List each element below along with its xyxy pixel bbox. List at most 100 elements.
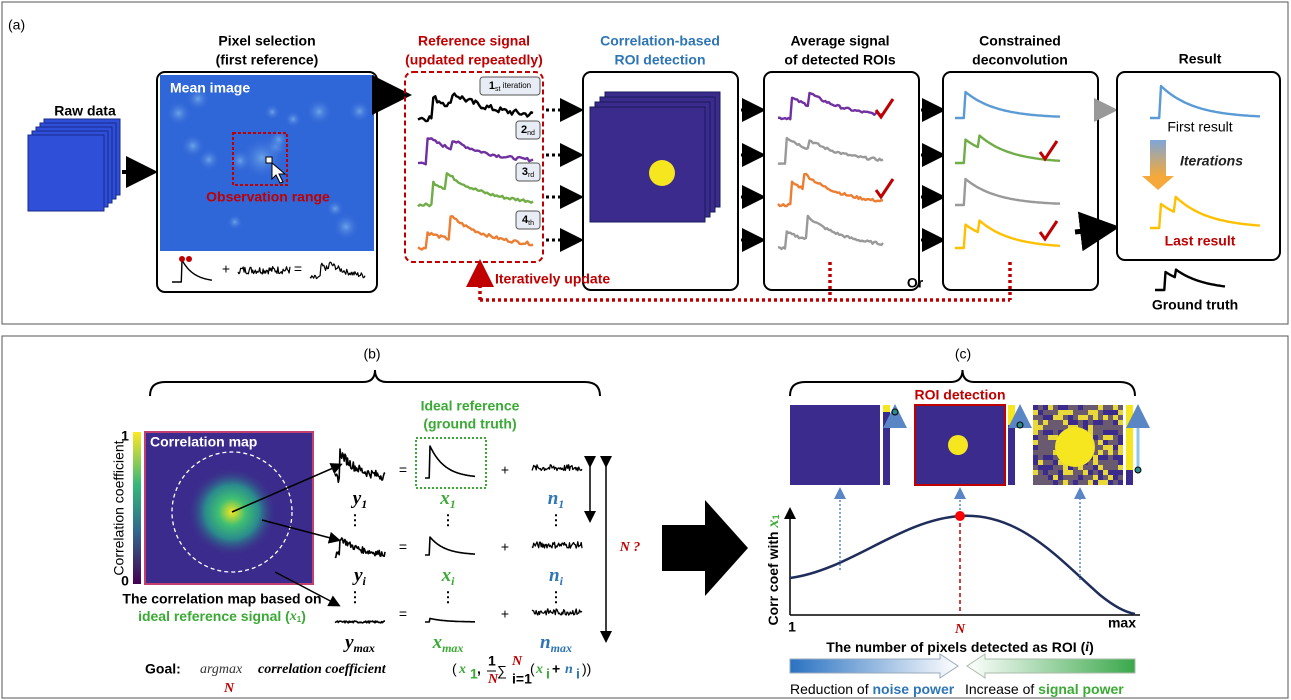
noise-pixel bbox=[1063, 405, 1068, 410]
noise-pixel bbox=[1108, 470, 1113, 475]
label: Mean image bbox=[170, 80, 250, 96]
label: ROI detection bbox=[914, 387, 1005, 403]
noise-pixel bbox=[1108, 435, 1113, 440]
noise-pixel bbox=[1033, 430, 1038, 435]
noise-pixel bbox=[1048, 475, 1053, 480]
colorbar bbox=[133, 432, 141, 584]
label: yi bbox=[352, 565, 366, 587]
label: ⋮ bbox=[549, 589, 563, 605]
noise-pixel bbox=[1108, 480, 1113, 485]
label-part: x bbox=[289, 609, 297, 624]
label-part: y bbox=[343, 632, 354, 653]
noise-pixel bbox=[1113, 420, 1118, 425]
label-part: iteration bbox=[500, 81, 531, 90]
signal-trace bbox=[335, 538, 385, 557]
noise-pixel bbox=[1083, 415, 1088, 420]
noise-pixel bbox=[1033, 460, 1038, 465]
noise-pixel bbox=[1063, 465, 1068, 470]
label: Corr coef with x1 bbox=[765, 514, 782, 625]
label: deconvolution bbox=[972, 52, 1068, 68]
size-marker bbox=[892, 409, 898, 415]
goal-formula: ∑ bbox=[497, 663, 507, 679]
label: Constrained bbox=[979, 33, 1061, 49]
noise-pixel bbox=[1063, 480, 1068, 485]
goal-formula: x bbox=[535, 662, 543, 677]
label: Iterations bbox=[1180, 153, 1243, 169]
noise-pixel bbox=[1033, 420, 1038, 425]
label-part: x bbox=[432, 632, 443, 653]
size-marker bbox=[1135, 467, 1141, 473]
label-part: signal power bbox=[1038, 681, 1124, 697]
label-part: Reduction of bbox=[790, 681, 873, 697]
signal-trace bbox=[425, 618, 475, 622]
ideal-box bbox=[416, 438, 486, 488]
noise-pixel bbox=[1033, 425, 1038, 430]
label: ROI detection bbox=[614, 52, 705, 68]
noise-pixel bbox=[1113, 475, 1118, 480]
noise-pixel bbox=[1063, 470, 1068, 475]
label-part: 1 bbox=[450, 497, 456, 511]
label: N ? bbox=[619, 540, 641, 555]
noise-pixel bbox=[1113, 415, 1118, 420]
label: ni bbox=[549, 565, 564, 587]
noise-pixel bbox=[1118, 440, 1123, 445]
texture bbox=[332, 213, 359, 240]
noise-pixel bbox=[1103, 470, 1108, 475]
noise-pixel bbox=[1053, 460, 1058, 465]
noise-pixel bbox=[1103, 455, 1108, 460]
noise-pixel bbox=[1098, 480, 1103, 485]
noise-pixel bbox=[1098, 470, 1103, 475]
noise-pixel bbox=[1053, 480, 1058, 485]
noise-pixel bbox=[1048, 465, 1053, 470]
noise-pixel bbox=[1118, 420, 1123, 425]
size-bar-fill bbox=[883, 405, 890, 412]
size-marker bbox=[1017, 422, 1023, 428]
signal-trace bbox=[418, 138, 533, 164]
signal-trace bbox=[335, 449, 385, 482]
noise-pixel bbox=[1068, 420, 1073, 425]
noise-pixel bbox=[1108, 475, 1113, 480]
noise-pixel bbox=[1033, 445, 1038, 450]
noise-pixel bbox=[1118, 410, 1123, 415]
goal-formula: x bbox=[458, 662, 466, 677]
label-part: 1 bbox=[558, 497, 564, 511]
goal-formula: )) bbox=[582, 661, 591, 677]
noise-pixel bbox=[1103, 415, 1108, 420]
noise-pixel bbox=[1118, 450, 1123, 455]
goal-formula: ( bbox=[530, 661, 535, 677]
noise-pixel bbox=[1118, 445, 1123, 450]
noise-pixel bbox=[1093, 475, 1098, 480]
label-part: n bbox=[549, 565, 560, 586]
signal-trace bbox=[335, 621, 385, 623]
goal-formula: , bbox=[477, 661, 481, 677]
noise-pixel bbox=[1103, 445, 1108, 450]
texture bbox=[306, 98, 333, 125]
noise-pixel bbox=[1093, 415, 1098, 420]
noise-pixel bbox=[1118, 455, 1123, 460]
texture bbox=[181, 134, 205, 158]
noise-pixel bbox=[1073, 480, 1078, 485]
noise-pixel bbox=[1098, 465, 1103, 470]
label: + bbox=[501, 606, 509, 622]
noise-pixel bbox=[1118, 435, 1123, 440]
noise-pixel bbox=[1043, 420, 1048, 425]
label-part: th bbox=[528, 220, 534, 227]
signal-trace bbox=[532, 465, 582, 471]
noise-pixel bbox=[1113, 470, 1118, 475]
label: + bbox=[222, 261, 230, 277]
noise-pixel bbox=[1093, 435, 1098, 440]
gradient-arrow bbox=[967, 654, 1135, 678]
pin bbox=[179, 256, 185, 262]
label-part: y bbox=[351, 488, 362, 509]
label: (updated repeatedly) bbox=[405, 52, 543, 68]
label-part: i bbox=[451, 574, 455, 588]
noise-pixel bbox=[1118, 470, 1123, 475]
label: Increase of signal power bbox=[965, 681, 1124, 697]
label: = bbox=[399, 462, 407, 478]
noise-pixel bbox=[1033, 405, 1038, 410]
noise-pixel bbox=[1043, 430, 1048, 435]
label: Ideal reference bbox=[421, 398, 520, 414]
label-part: Increase of bbox=[965, 681, 1038, 697]
iteration-arrow bbox=[1150, 140, 1166, 176]
noise-pixel bbox=[1033, 455, 1038, 460]
